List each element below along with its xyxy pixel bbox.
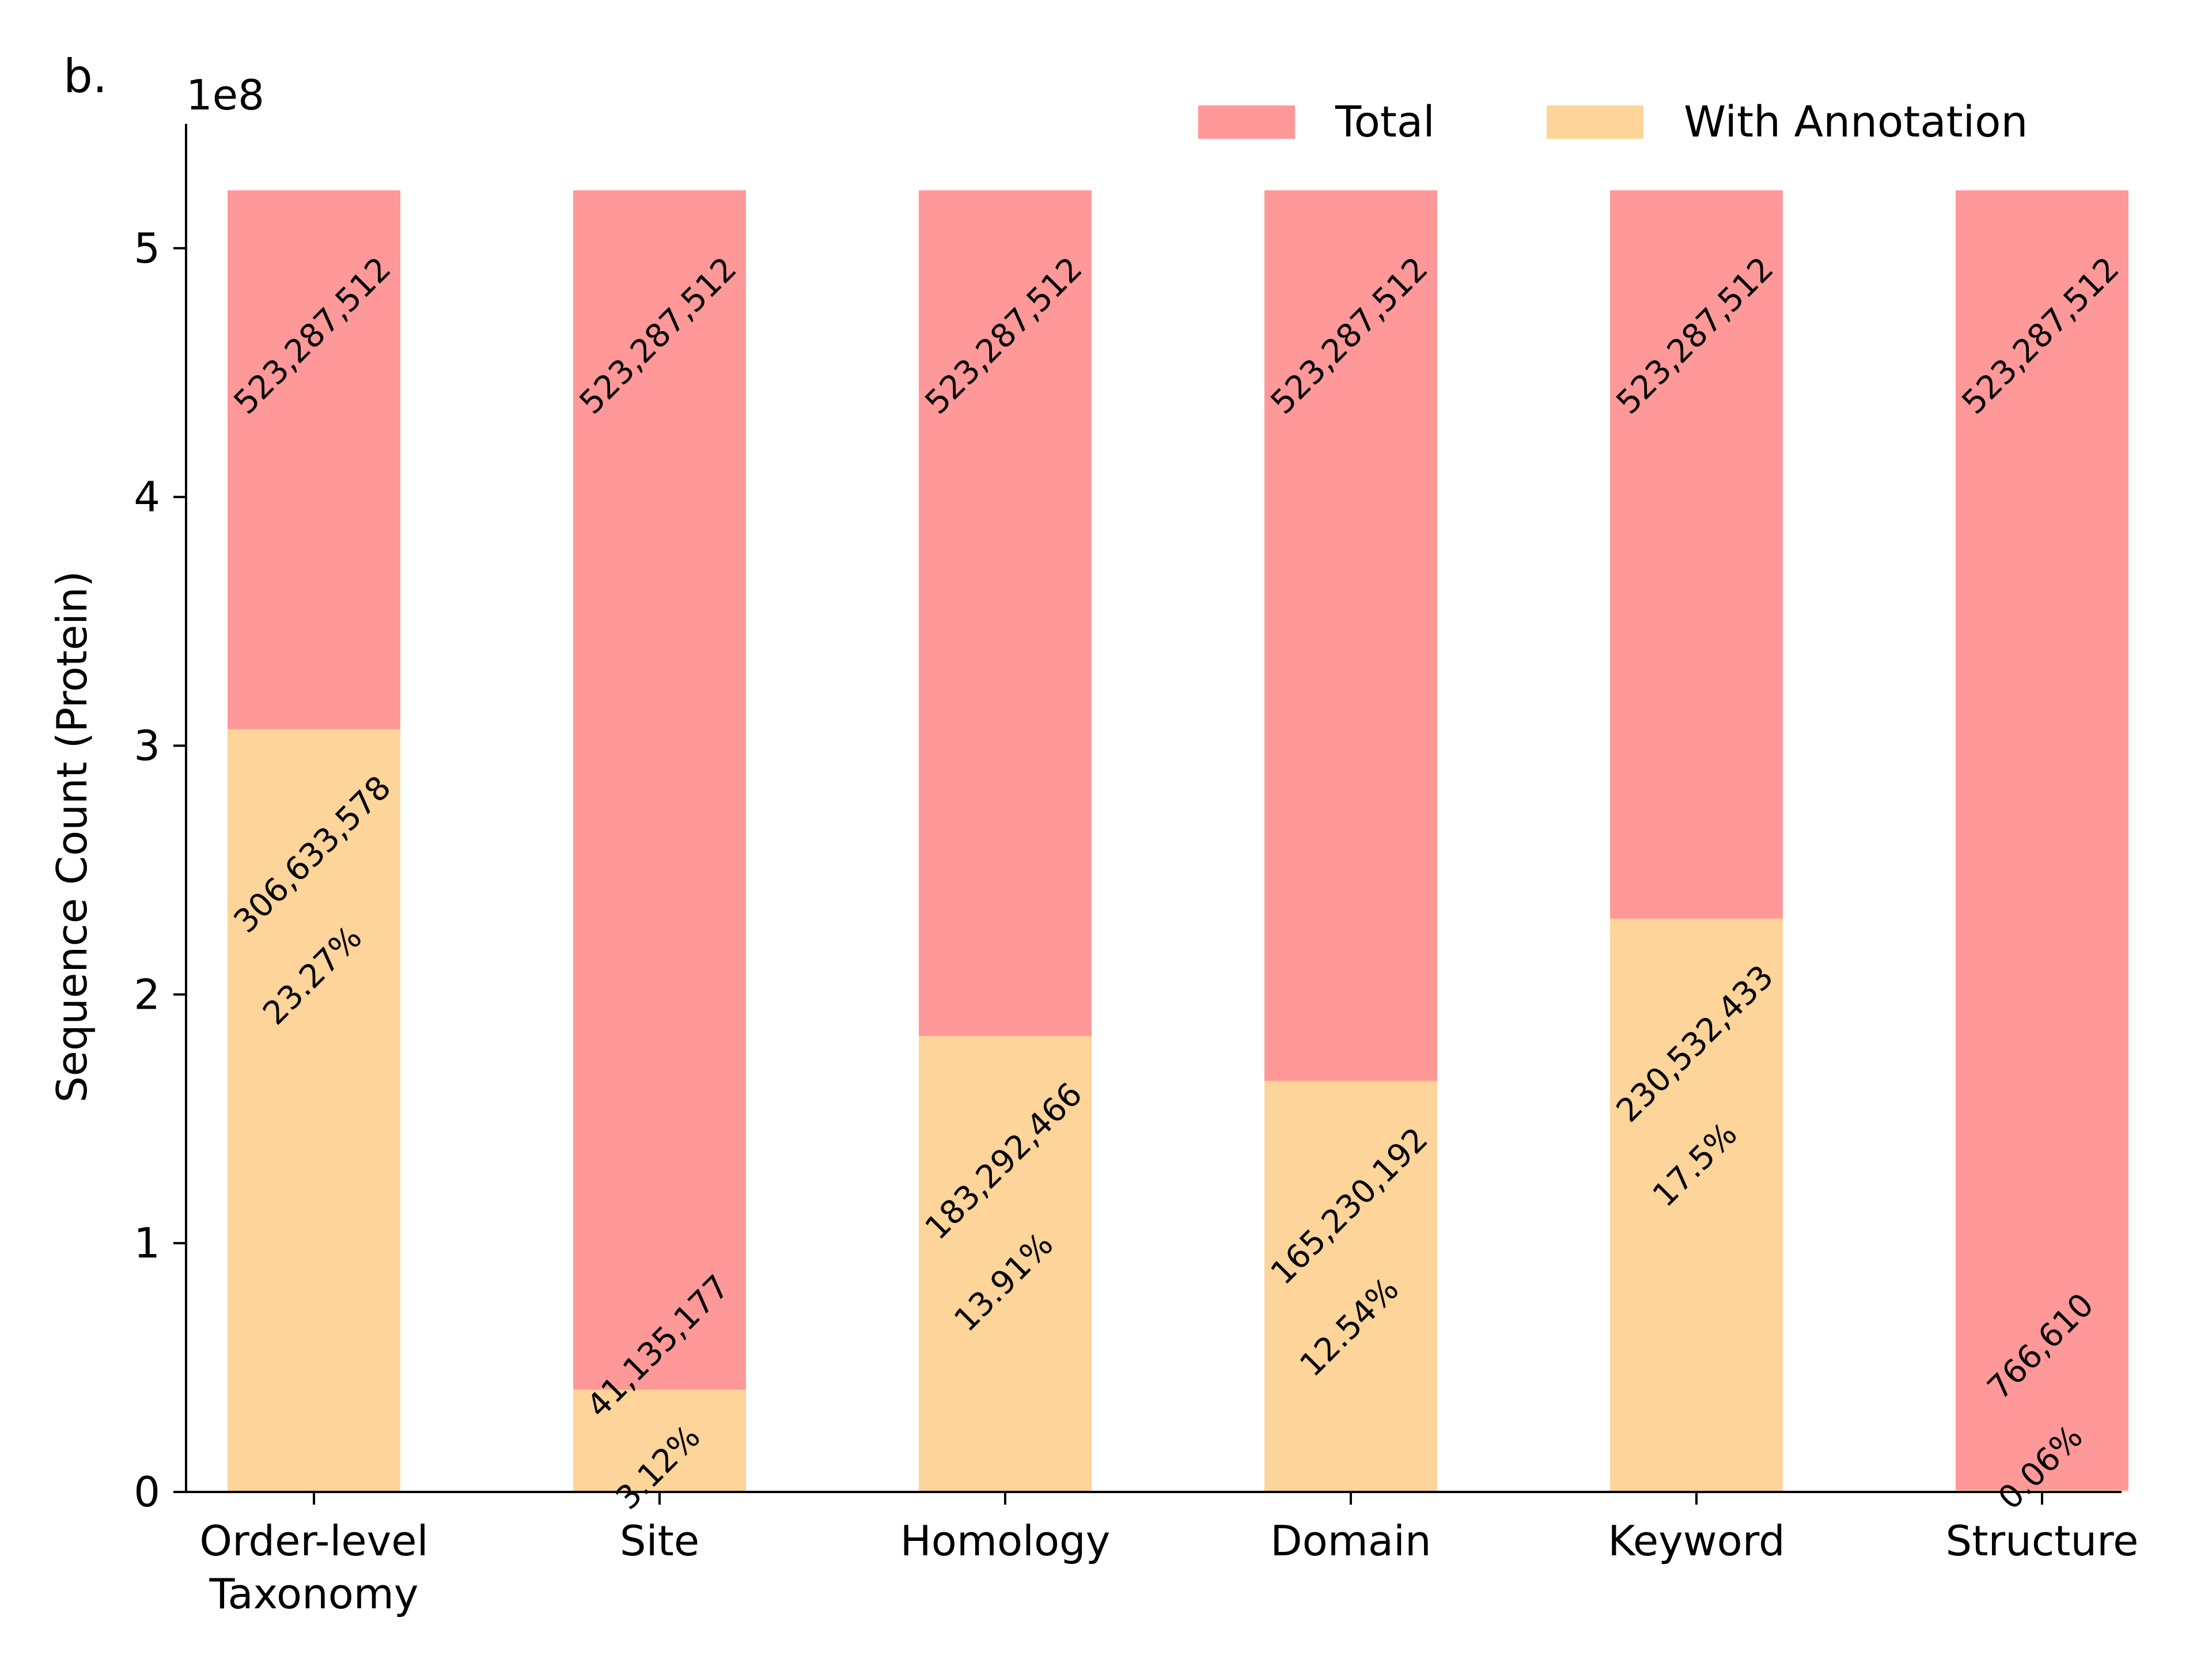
x-tick-label: Keyword (1608, 1517, 1785, 1565)
bar-labels: 523,287,512306,633,57823.27%523,287,5124… (227, 250, 2127, 1517)
x-tick-label: Homology (900, 1517, 1111, 1565)
x-tick-label: Site (620, 1517, 699, 1565)
y-tick-label: 0 (134, 1468, 160, 1516)
legend: Total With Annotation (1198, 97, 2028, 147)
y-tick-label: 2 (134, 970, 160, 1018)
legend-label: With Annotation (1684, 97, 2028, 147)
y-tick-label: 4 (134, 473, 160, 521)
bar-total (1956, 190, 2128, 1492)
bars (228, 190, 2128, 1492)
y-tick-label: 1 (134, 1219, 160, 1267)
bar-with-annotation (919, 1036, 1092, 1492)
bar-with-annotation (1264, 1081, 1437, 1492)
panel-label: b. (63, 50, 107, 103)
bar-with-annotation (573, 1389, 746, 1492)
y-axis-title: Sequence Count (Protein) (48, 571, 96, 1103)
x-tick-label: Structure (1946, 1517, 2139, 1565)
legend-swatch (1198, 105, 1295, 139)
axes: 0 1 2 3 4 5 Order-level Taxonomy Site Homology Dom… (48, 124, 2138, 1618)
bar-with-annotation (1610, 918, 1783, 1492)
y-axis-scale-label: 1e8 (186, 71, 264, 119)
x-tick-label: Order-level Taxonomy (199, 1517, 428, 1618)
x-tick-label: Domain (1270, 1517, 1431, 1565)
legend-label: Total (1335, 97, 1435, 147)
y-tick-label: 5 (134, 224, 160, 272)
bar-total (573, 190, 746, 1492)
bar-with-annotation (228, 729, 400, 1492)
legend-swatch (1547, 105, 1643, 139)
y-tick-label: 3 (134, 722, 160, 770)
